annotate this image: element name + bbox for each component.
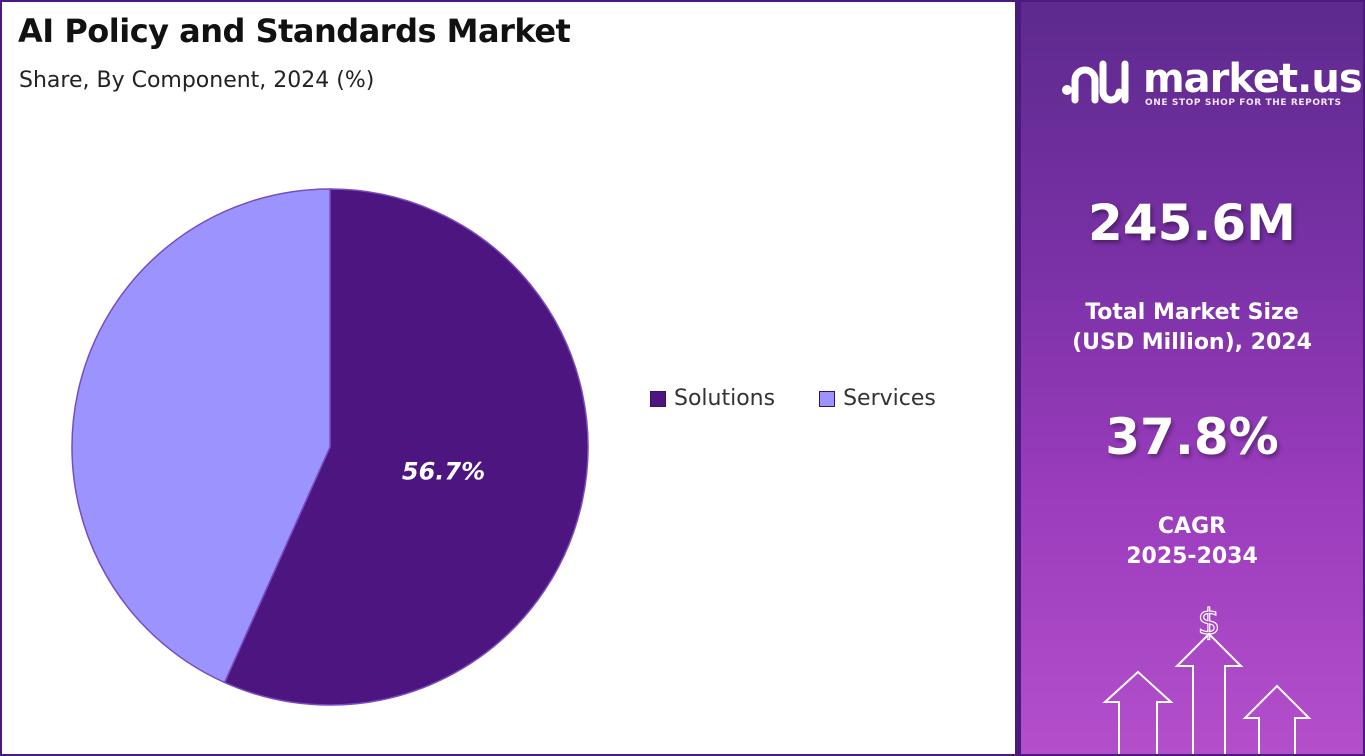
pie-data-labels: 56.7% — [402, 457, 485, 485]
dollar-sign-icon: $ — [1198, 602, 1221, 643]
arrow-up-left-icon — [1102, 670, 1174, 754]
market-size-value: 245.6M — [1088, 194, 1296, 252]
brand-name: market.us — [1143, 56, 1363, 102]
cagr-label-line1: CAGR — [1157, 514, 1227, 539]
cagr-value: 37.8% — [1105, 408, 1279, 466]
summary-panel: market.us ONE STOP SHOP FOR THE REPORTS … — [1021, 2, 1363, 754]
legend-swatch-solutions — [650, 390, 666, 407]
chart-legend: Solutions Services — [650, 386, 936, 411]
legend-label-solutions: Solutions — [674, 386, 776, 411]
arrow-up-right-icon — [1242, 684, 1312, 754]
pie-slice-solutions — [223, 188, 589, 706]
chart-panel: AI Policy and Standards Market Share, By… — [2, 2, 1015, 754]
chart-title: AI Policy and Standards Market — [18, 12, 571, 50]
brand-logo: market.us ONE STOP SHOP FOR THE REPORTS — [1061, 56, 1363, 116]
legend-swatch-services — [819, 390, 836, 407]
market-size-label-line2: (USD Million), 2024 — [1072, 330, 1312, 355]
legend-item-solutions: Solutions — [650, 386, 775, 411]
legend-item-services: Services — [819, 386, 936, 411]
pie-chart: 56.7% — [71, 188, 589, 706]
arrow-up-center-icon — [1174, 632, 1244, 754]
pie-slices — [71, 188, 589, 706]
cagr-label-line2: 2025-2034 — [1126, 544, 1258, 569]
market-us-logo-icon — [1062, 60, 1129, 104]
cagr-label: CAGR 2025-2034 — [1021, 512, 1363, 572]
market-size-label: Total Market Size (USD Million), 2024 — [1021, 298, 1363, 358]
chart-subtitle: Share, By Component, 2024 (%) — [19, 68, 375, 93]
legend-label-services: Services — [843, 386, 936, 411]
growth-arrows-icon: $ — [1102, 601, 1312, 754]
data-label-solutions: 56.7% — [402, 457, 485, 485]
pie-slice-services — [71, 188, 331, 684]
market-size-label-line1: Total Market Size — [1085, 300, 1299, 325]
panel-divider — [1015, 0, 1021, 756]
brand-tagline: ONE STOP SHOP FOR THE REPORTS — [1145, 98, 1342, 108]
